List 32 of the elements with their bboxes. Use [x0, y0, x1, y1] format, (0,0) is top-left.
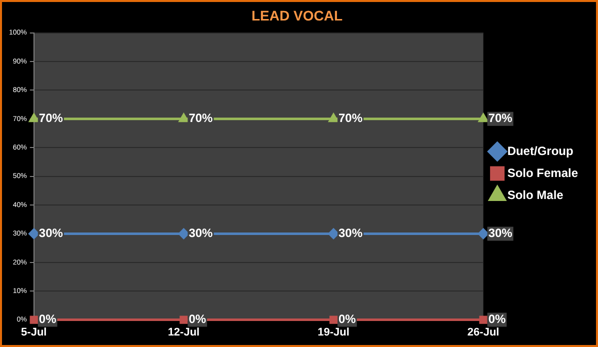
data-label: 70% — [338, 111, 363, 126]
legend-label: Solo Male — [507, 188, 564, 202]
point — [479, 316, 488, 324]
chart-title: LEAD VOCAL — [252, 7, 343, 24]
data-label: 70% — [38, 111, 64, 126]
data-label: 30% — [338, 226, 363, 240]
legend-label: Duet/Group — [507, 144, 574, 158]
point — [178, 114, 188, 122]
x-tick-label: 19-Jul — [318, 326, 350, 338]
data-label: 30% — [488, 226, 513, 240]
point — [28, 228, 40, 239]
point — [478, 114, 488, 122]
data-label: 70% — [188, 111, 214, 126]
data-label: 70% — [488, 111, 513, 126]
point — [328, 228, 339, 239]
point — [30, 316, 38, 324]
data-label: 30% — [188, 226, 214, 240]
data-label: 0% — [38, 312, 57, 326]
data-label: 0% — [188, 312, 206, 326]
point — [29, 114, 39, 122]
x-tick-label: 5-Jul — [21, 326, 47, 338]
point — [180, 316, 188, 324]
data-label: 0% — [338, 312, 356, 326]
point — [329, 316, 338, 324]
x-tick-label: 26-Jul — [467, 326, 500, 338]
point — [478, 228, 489, 239]
point — [178, 228, 189, 239]
x-tick-label: 12-Jul — [168, 326, 200, 338]
point — [328, 114, 338, 122]
legend-label: Solo Female — [507, 166, 578, 180]
data-label: 0% — [488, 312, 506, 326]
data-label: 30% — [38, 226, 64, 240]
